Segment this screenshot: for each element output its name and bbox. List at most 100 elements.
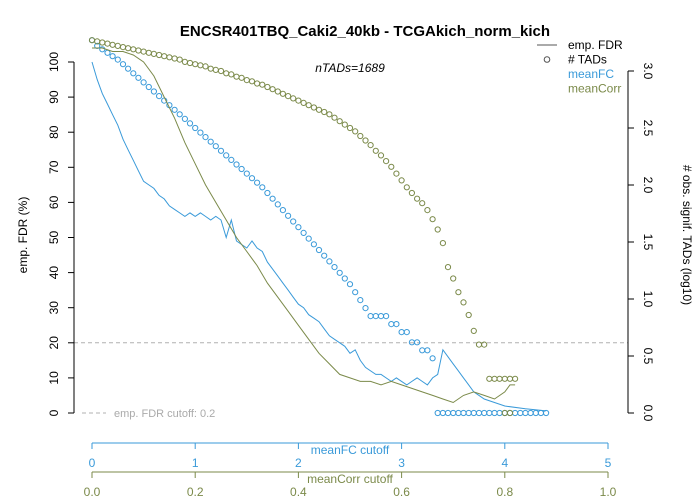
meanfc-tads-point: [243, 170, 250, 177]
right-y-tick-label: 2.0: [641, 177, 655, 194]
meancorr-tads-point: [259, 81, 266, 88]
meancorr-tads-point: [305, 102, 312, 109]
fdr-cutoff: emp. FDR cutoff: 0.2: [74, 342, 628, 420]
left-y-tick-label: 60: [47, 195, 61, 209]
meancorr-fdr-line: [92, 47, 516, 404]
legend-label: # TADs: [568, 53, 607, 67]
meancorr-tick-label: 0.2: [187, 485, 204, 499]
meancorr-tads-point: [181, 58, 188, 66]
meancorr-tads-point: [248, 78, 256, 85]
meancorr-tads-point: [88, 37, 96, 44]
meancorr-tads-point: [161, 53, 168, 60]
meanfc-tads-point: [285, 212, 292, 219]
meanfc-x-axis: 0 1 2 3 4 5: [89, 442, 612, 470]
meancorr-tads-point: [295, 97, 302, 104]
meanfc-tads-point: [424, 347, 431, 354]
meancorr-tick-label: 1.0: [600, 485, 617, 499]
meanfc-axis-label: meanFC cutoff: [311, 443, 390, 457]
meancorr-tads-point: [465, 311, 472, 319]
meanfc-tads-point: [346, 281, 354, 288]
meanfc-tads-point: [357, 297, 364, 304]
meanfc-tads-point: [171, 106, 178, 113]
chart-title: ENCSR401TBQ_Caki2_40kb - TCGAkich_norm_k…: [180, 23, 550, 40]
meancorr-tads-point: [362, 137, 369, 144]
meancorr-tads-point: [408, 189, 415, 197]
meanfc-tads-point: [455, 409, 462, 417]
meanfc-tads-point: [491, 409, 498, 417]
meancorr-tads-point: [393, 170, 400, 177]
meancorr-tads-point: [486, 375, 493, 382]
meancorr-tads-point: [192, 61, 199, 68]
meancorr-tads-point: [346, 124, 354, 132]
meancorr-tads-point: [398, 177, 405, 184]
meancorr-tads-point: [150, 50, 157, 58]
meanfc-tads-point: [352, 289, 359, 296]
meancorr-tads-point: [217, 67, 225, 75]
meancorr-tads-point: [166, 54, 173, 61]
meancorr-tads-point: [279, 90, 286, 97]
meanfc-tads-point: [450, 409, 457, 417]
meancorr-tads-point: [331, 114, 338, 121]
meancorr-tads-point: [202, 63, 209, 70]
series-layer: [88, 37, 550, 417]
right-y-tick-label: 0.5: [641, 348, 655, 365]
meancorr-tads-point: [264, 83, 271, 91]
meanfc-tads-point: [176, 111, 183, 118]
meancorr-tads-point: [223, 70, 230, 77]
meanfc-tads-point: [94, 42, 101, 50]
meancorr-tads-point: [491, 375, 498, 382]
meanfc-tads-point: [367, 313, 374, 320]
meanfc-tads-point: [465, 409, 472, 417]
meanfc-tads-point: [331, 264, 338, 271]
meanfc-tads-point: [429, 355, 436, 362]
meancorr-tads-point: [450, 275, 457, 282]
meancorr-tads-point: [125, 45, 132, 52]
meancorr-tads-point: [233, 73, 240, 80]
meanfc-tads-point: [414, 339, 421, 346]
meancorr-tads-point: [352, 128, 359, 135]
meancorr-tick-label: 0.8: [496, 485, 513, 499]
meanfc-tads-point: [233, 161, 240, 168]
meanfc-tads-point: [336, 269, 343, 276]
left-y-axis: 0 10 20 30 40 50 60 70 80 90 100: [47, 52, 75, 416]
meancorr-tads-point: [506, 375, 514, 382]
meanfc-tads-point: [145, 83, 152, 91]
meanfc-tads-point: [114, 56, 121, 63]
meancorr-tads-point: [176, 56, 183, 63]
meancorr-tads-point: [388, 163, 395, 170]
left-y-tick-label: 40: [47, 266, 61, 280]
left-y-tick-label: 0: [47, 409, 61, 416]
meancorr-tads-point: [501, 375, 508, 382]
meancorr-tads-point: [285, 93, 292, 100]
meanfc-tads-point: [512, 409, 519, 417]
meanfc-tads-point: [228, 156, 235, 163]
meanfc-tads-point: [223, 152, 230, 159]
meancorr-tads-point: [481, 341, 488, 348]
meanfc-tick-label: 2: [295, 456, 302, 470]
meanfc-tads-point: [150, 88, 157, 95]
right-y-axis-label: # obs. signif. TADs (log10): [680, 165, 694, 305]
meanfc-tads-point: [305, 235, 312, 242]
meanfc-tick-label: 4: [501, 456, 508, 470]
meancorr-tads-point: [512, 375, 519, 382]
left-y-tick-label: 80: [47, 125, 61, 139]
right-y-tick-label: 1.0: [641, 291, 655, 308]
meanfc-tads-point: [475, 409, 483, 417]
meancorr-tads-point: [300, 99, 307, 107]
meanfc-fdr-line: [91, 61, 547, 412]
meanfc-tads-point: [156, 93, 163, 100]
meanfc-tads-point: [537, 409, 545, 417]
meanfc-tads-point: [274, 201, 281, 208]
meancorr-tick-label: 0.6: [393, 485, 410, 499]
right-y-axis: 0.0 0.5 1.0 1.5 2.0 2.5 3.0: [627, 63, 655, 422]
meancorr-tads-point: [403, 184, 410, 191]
meanfc-tads-point: [522, 409, 529, 417]
meancorr-tads-point: [470, 327, 477, 334]
left-y-tick-label: 20: [47, 336, 61, 350]
meanfc-tads-point: [326, 258, 333, 265]
meanfc-tads-point: [259, 184, 266, 191]
meancorr-tads-point: [460, 299, 467, 306]
meanfc-tads-point: [403, 329, 410, 336]
meancorr-tads-point: [357, 132, 364, 140]
